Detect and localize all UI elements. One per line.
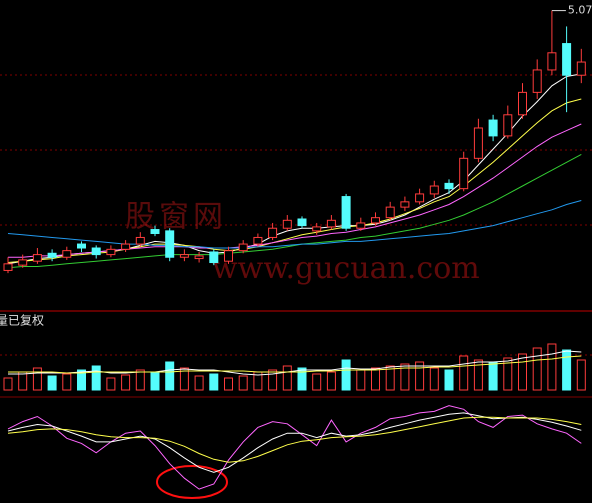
candle-body: [135, 236, 145, 245]
candle-body: [77, 243, 86, 249]
volume-bar: [562, 349, 572, 391]
volume-bar: [429, 367, 439, 391]
volume-bar: [400, 363, 410, 391]
volume-bar: [268, 369, 278, 391]
candle-body: [356, 222, 366, 229]
volume-bar: [385, 365, 395, 391]
candle-body: [547, 52, 557, 71]
line: [8, 123, 582, 258]
volume-bar: [341, 359, 351, 391]
line: [7, 200, 582, 249]
line: [8, 355, 582, 374]
candle-body: [253, 236, 263, 245]
candle-body: [532, 69, 542, 93]
volume-bar: [121, 374, 131, 391]
candle-body: [106, 248, 116, 256]
volume-bar: [165, 361, 175, 391]
volume-bar: [473, 359, 483, 391]
candle-body: [194, 255, 204, 260]
candle-body: [282, 219, 292, 229]
candle-body: [400, 201, 410, 208]
volume-bar: [356, 369, 366, 391]
candle-body: [150, 229, 160, 235]
line: [7, 98, 582, 263]
line: [7, 405, 582, 490]
candle-body: [488, 119, 498, 137]
candle-body: [209, 251, 219, 264]
candle-body: [459, 157, 469, 190]
candle-body: [341, 196, 351, 229]
volume-bar: [106, 377, 116, 391]
volume-bar: [532, 347, 542, 391]
candle-body: [312, 226, 322, 232]
volume-bar: [3, 377, 13, 391]
volume-bar: [77, 369, 86, 391]
candle-body: [562, 43, 572, 76]
volume-bar: [135, 369, 145, 391]
candle-body: [47, 252, 57, 258]
volume-bar: [415, 361, 425, 391]
line: [7, 416, 582, 463]
candle-body: [518, 91, 527, 116]
guides: [0, 74, 592, 356]
candle-body: [371, 217, 380, 224]
volume-bar: [47, 375, 57, 391]
volume-bar: [547, 343, 557, 391]
candle-body: [32, 254, 42, 262]
candle-body: [473, 127, 483, 159]
candle-body: [121, 243, 131, 250]
candle-body: [18, 259, 28, 266]
candle-body: [326, 219, 336, 228]
volume-bar: [32, 367, 42, 391]
volume-bar: [18, 371, 28, 391]
volume-bar: [282, 365, 292, 391]
volume-bar: [312, 373, 322, 391]
candle-body: [224, 250, 233, 262]
candle-body: [503, 114, 513, 137]
volume-bar: [91, 365, 101, 391]
volume-bar: [503, 357, 513, 391]
line: [7, 153, 582, 269]
volume-bar: [488, 361, 498, 391]
watermark-site: 股窗网: [125, 200, 227, 235]
candle-body: [415, 193, 425, 203]
candle-body: [91, 247, 101, 256]
volume-bar: [62, 373, 72, 391]
volume-bar: [224, 377, 233, 391]
volume-bar: [459, 355, 469, 391]
volume-bar: [209, 373, 219, 391]
candle-body: [576, 61, 586, 76]
highlight-circle: [156, 465, 228, 499]
candle-body: [62, 250, 72, 258]
volume-bar: [297, 367, 307, 391]
max-label: 5.07: [568, 4, 592, 17]
candle-body: [238, 243, 248, 252]
volume-bar: [179, 367, 189, 391]
volume-bar: [194, 375, 204, 391]
candle-body: [429, 185, 439, 195]
volume-bar: [518, 353, 527, 391]
candle-body: [444, 182, 454, 190]
panel-label: 量已复权: [0, 314, 44, 328]
candle-body: [3, 263, 13, 271]
candle-body: [385, 206, 395, 219]
watermark-url: www.gucuan.com: [212, 251, 480, 286]
volume-bar: [371, 367, 380, 391]
volume-bar: [576, 359, 586, 391]
volume-bar: [238, 375, 248, 391]
candle-body: [297, 218, 307, 227]
candle-body: [179, 254, 189, 258]
volume-bar: [444, 369, 454, 391]
volume-bar: [326, 371, 336, 391]
volume-bar: [150, 371, 160, 391]
candle-body: [268, 227, 278, 238]
candle-body: [165, 230, 175, 258]
